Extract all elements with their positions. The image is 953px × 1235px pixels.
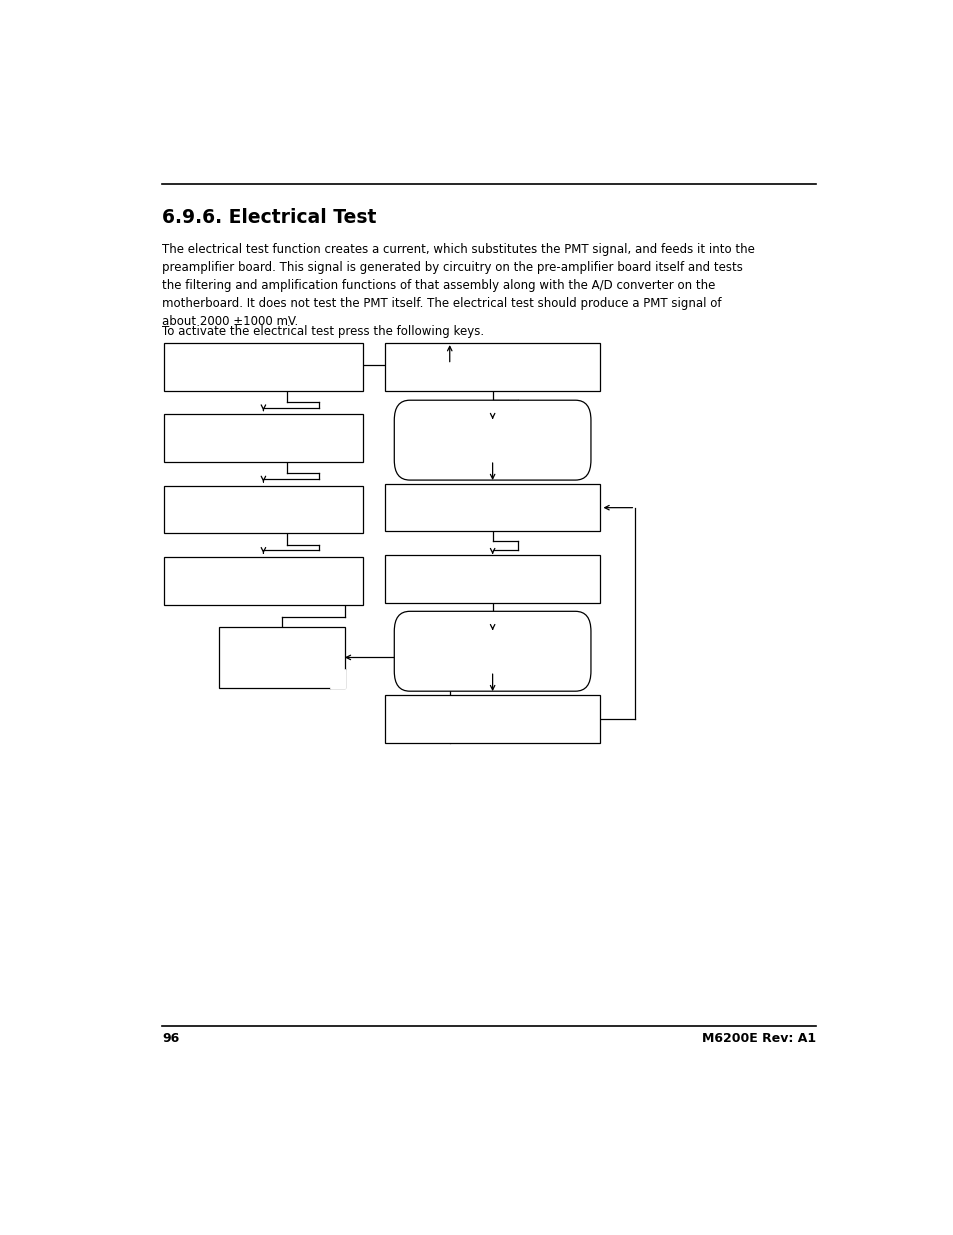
- Bar: [385, 695, 599, 742]
- Text: 6.9.6. Electrical Test: 6.9.6. Electrical Test: [162, 209, 376, 227]
- Bar: [164, 415, 363, 462]
- Bar: [164, 485, 363, 534]
- Bar: [219, 626, 344, 688]
- Text: 96: 96: [162, 1031, 179, 1045]
- Bar: [385, 343, 599, 390]
- Text: The electrical test function creates a current, which substitutes the PMT signal: The electrical test function creates a c…: [162, 243, 754, 329]
- Bar: [164, 343, 363, 390]
- Polygon shape: [330, 669, 344, 688]
- Text: M6200E Rev: A1: M6200E Rev: A1: [700, 1031, 815, 1045]
- Text: To activate the electrical test press the following keys.: To activate the electrical test press th…: [162, 325, 484, 338]
- FancyBboxPatch shape: [394, 400, 590, 480]
- FancyBboxPatch shape: [394, 611, 590, 692]
- Bar: [385, 556, 599, 603]
- Bar: [385, 484, 599, 531]
- Bar: [164, 557, 363, 605]
